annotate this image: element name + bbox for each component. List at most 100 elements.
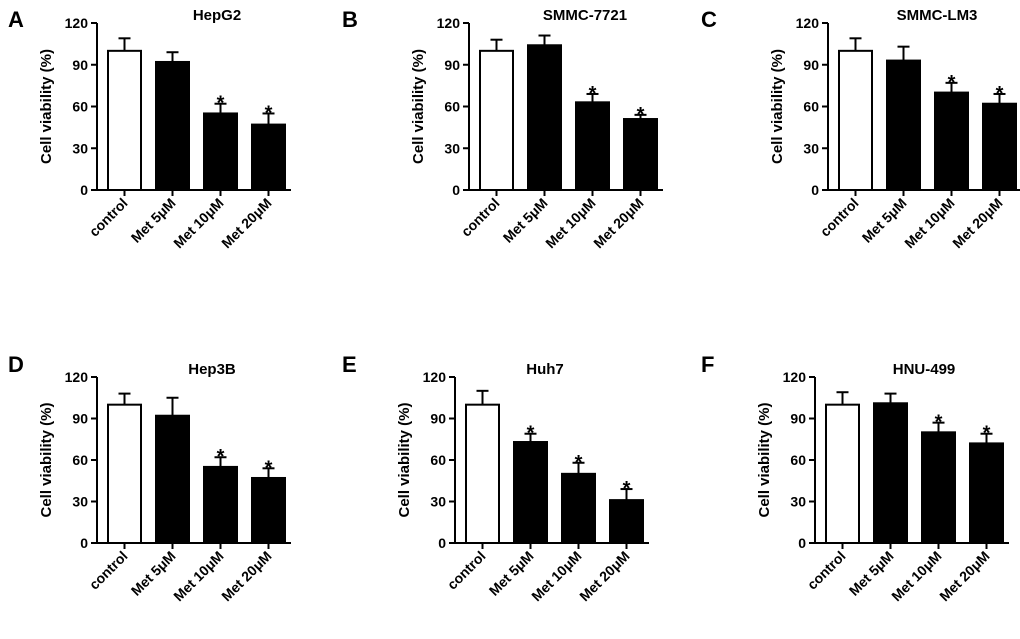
y-tick-label: 60 <box>72 99 88 115</box>
chart-panel-e: E Huh7 Cell viability (%) 0 30 60 90 120 control… <box>342 352 649 604</box>
y-tick-label: 90 <box>72 57 88 73</box>
bar <box>107 403 142 544</box>
x-tick-label: Met 10μM <box>888 548 944 604</box>
bar <box>825 403 860 544</box>
y-tick-label: 90 <box>430 411 446 427</box>
bar <box>838 49 873 192</box>
y-tick-label: 60 <box>803 99 819 115</box>
y-tick-label: 90 <box>803 57 819 73</box>
y-axis-label: Cell viability (%) <box>396 402 413 517</box>
y-tick-label: 0 <box>452 182 460 198</box>
bar <box>886 59 921 192</box>
bar <box>934 91 969 191</box>
y-tick-label: 30 <box>790 494 806 510</box>
bar <box>155 60 190 192</box>
bar <box>873 402 908 544</box>
significance-mark: * <box>217 93 225 115</box>
bar <box>609 499 644 545</box>
significance-mark: * <box>996 83 1004 105</box>
y-axis-label: Cell viability (%) <box>38 402 55 517</box>
y-axis-label: Cell viability (%) <box>769 49 786 164</box>
chart-panel-f: F HNU-499 Cell viability (%) 0 30 60 90 120 cont… <box>701 352 1009 604</box>
y-tick-label: 120 <box>423 369 447 385</box>
bar <box>969 442 1004 544</box>
x-tick-label: Met 10μM <box>170 195 226 251</box>
y-tick-label: 60 <box>72 452 88 468</box>
significance-mark: * <box>217 446 225 468</box>
significance-mark: * <box>637 104 645 126</box>
x-tick-label: control <box>817 195 862 240</box>
y-tick-label: 30 <box>444 140 460 156</box>
bar <box>623 118 658 191</box>
y-tick-label: 0 <box>811 182 819 198</box>
y-tick-label: 120 <box>65 15 89 31</box>
significance-mark: * <box>575 452 583 474</box>
x-tick-label: control <box>444 548 489 593</box>
significance-mark: * <box>527 423 535 445</box>
chart-panel-a: A HepG2 Cell viability (%) 0 30 60 90 120 contro… <box>8 7 291 251</box>
chart-title: SMMC-7721 <box>543 7 627 24</box>
panel-letter: A <box>8 7 24 32</box>
x-tick-label: Met 10μM <box>528 548 584 604</box>
x-tick-label: Met 20μM <box>576 548 632 604</box>
bar <box>561 472 596 545</box>
chart-title: Huh7 <box>526 361 564 378</box>
y-tick-label: 90 <box>444 57 460 73</box>
x-tick-label: Met 20μM <box>949 195 1005 251</box>
bar <box>513 441 548 544</box>
y-tick-label: 90 <box>72 411 88 427</box>
x-tick-label: Met 20μM <box>218 548 274 604</box>
bar <box>921 431 956 545</box>
y-tick-label: 0 <box>80 535 88 551</box>
y-tick-label: 90 <box>790 411 806 427</box>
y-tick-label: 0 <box>798 535 806 551</box>
x-tick-label: control <box>86 195 131 240</box>
x-tick-label: Met 20μM <box>590 195 646 251</box>
significance-mark: * <box>935 412 943 434</box>
bar <box>479 49 514 192</box>
panel-letter: D <box>8 352 24 377</box>
bar <box>527 44 562 192</box>
y-axis-label: Cell viability (%) <box>410 49 427 164</box>
y-tick-label: 120 <box>437 15 461 31</box>
x-tick-label: control <box>458 195 503 240</box>
bar <box>982 102 1017 191</box>
x-tick-label: Met 20μM <box>936 548 992 604</box>
y-tick-label: 120 <box>783 369 807 385</box>
y-tick-label: 0 <box>438 535 446 551</box>
bar <box>155 414 190 545</box>
y-axis-label: Cell viability (%) <box>756 402 773 517</box>
y-tick-label: 60 <box>444 99 460 115</box>
chart-title: Hep3B <box>188 361 236 378</box>
significance-mark: * <box>265 102 273 124</box>
y-tick-label: 0 <box>80 182 88 198</box>
x-tick-label: Met 10μM <box>170 548 226 604</box>
significance-mark: * <box>983 423 991 445</box>
chart-panel-c: C SMMC-LM3 Cell viability (%) 0 30 60 90 120 con… <box>701 7 1020 251</box>
bar <box>251 476 286 545</box>
panel-letter: C <box>701 7 717 32</box>
significance-mark: * <box>265 457 273 479</box>
panel-letter: F <box>701 352 714 377</box>
bar <box>575 101 610 191</box>
x-tick-label: Met 10μM <box>901 195 957 251</box>
y-tick-label: 30 <box>72 140 88 156</box>
bar <box>251 123 286 191</box>
x-tick-label: control <box>804 548 849 593</box>
significance-mark: * <box>948 72 956 94</box>
y-axis-label: Cell viability (%) <box>38 49 55 164</box>
chart-panel-d: D Hep3B Cell viability (%) 0 30 60 90 120 contro… <box>8 352 291 604</box>
significance-mark: * <box>589 83 597 105</box>
chart-title: HepG2 <box>193 7 241 24</box>
panel-letter: B <box>342 7 358 32</box>
y-tick-label: 60 <box>790 452 806 468</box>
bar <box>107 49 142 192</box>
y-tick-label: 30 <box>430 494 446 510</box>
y-tick-label: 30 <box>72 494 88 510</box>
bar <box>203 112 238 191</box>
x-tick-label: Met 10μM <box>542 195 598 251</box>
bar <box>465 403 500 544</box>
y-tick-label: 120 <box>796 15 820 31</box>
chart-title: HNU-499 <box>893 361 956 378</box>
